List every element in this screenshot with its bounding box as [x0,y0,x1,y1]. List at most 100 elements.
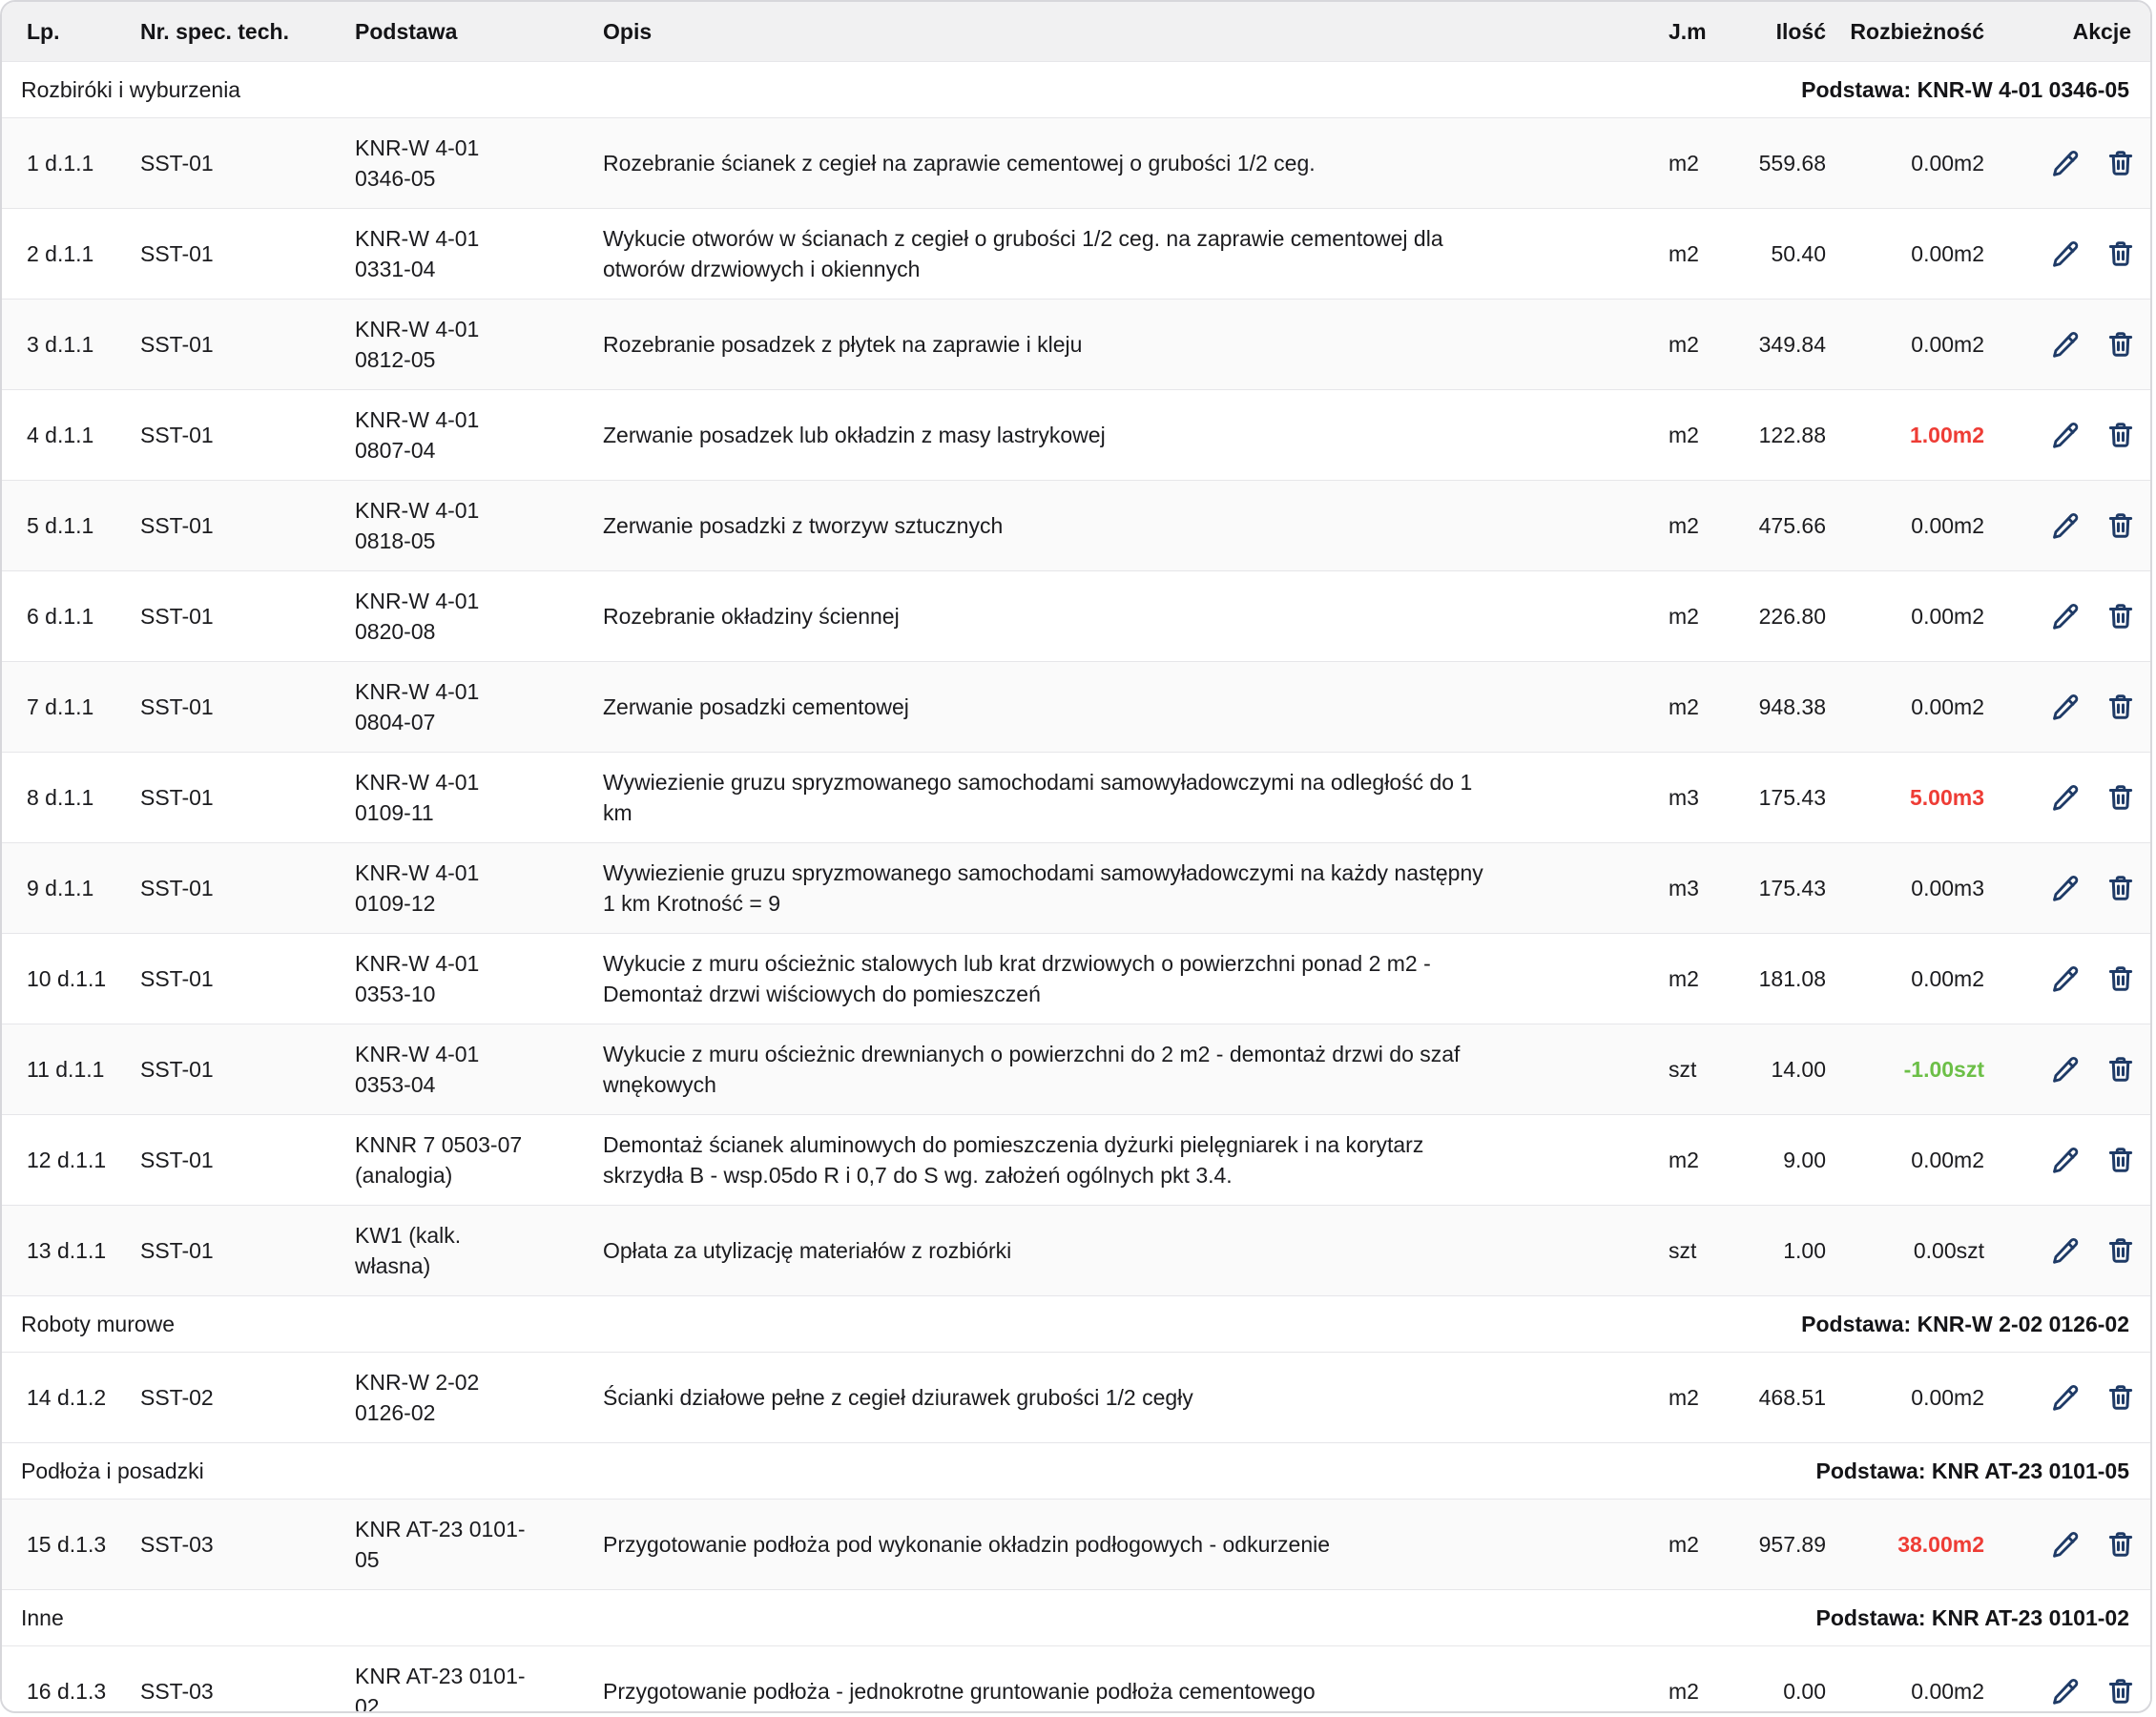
pencil-icon [2053,876,2079,901]
row-unit: szt [1669,1057,1697,1082]
row-lp: 13 d.1.1 [27,1238,107,1263]
row-actions [1998,328,2150,361]
delete-button[interactable] [2104,147,2137,179]
row-podstawa: KNR-W 4-01 0109-12 [331,858,570,919]
row-description: Rozebranie ścianek z cegieł na zaprawie … [570,148,1664,178]
row-description: Opłata za utylizację materiałów z rozbió… [570,1235,1664,1266]
edit-button[interactable] [2049,1528,2082,1561]
row-unit: m2 [1669,241,1699,266]
section-podstawa-label: Podstawa: KNR-W 4-01 0346-05 [1801,77,2129,102]
row-podstawa-text: KNR-W 2-02 0126-02 [355,1370,480,1425]
row-unit: m2 [1669,1385,1699,1410]
edit-button[interactable] [2049,328,2082,361]
row-unit: m2 [1669,513,1699,538]
section-podstawa-label: Podstawa: KNR-W 2-02 0126-02 [1801,1312,2129,1336]
trash-icon [2108,151,2133,176]
discrepancy-value: 0.00m2 [1911,1148,1984,1172]
edit-button[interactable] [2049,691,2082,723]
row-podstawa: KNR-W 4-01 0812-05 [331,314,570,375]
row-podstawa-text: KNR AT-23 0101-02 [355,1664,526,1713]
row-spec-number: SST-01 [140,1057,214,1082]
row-quantity: 175.43 [1758,876,1826,900]
row-actions [1998,600,2150,632]
delete-button[interactable] [2104,328,2137,361]
delete-button[interactable] [2104,872,2137,904]
row-description: Wywiezienie gruzu spryzmowanego samochod… [570,858,1664,919]
row-spec-number: SST-03 [140,1679,214,1704]
table-row: 9 d.1.1 SST-01 KNR-W 4-01 0109-12 Wywiez… [2,842,2150,933]
section-header-row: Inne Podstawa: KNR AT-23 0101-02 [2,1589,2150,1645]
delete-button[interactable] [2104,600,2137,632]
row-unit: m3 [1669,785,1699,810]
delete-button[interactable] [2104,962,2137,995]
delete-button[interactable] [2104,1144,2137,1176]
pencil-icon [2053,151,2079,176]
edit-button[interactable] [2049,238,2082,270]
row-unit: m2 [1669,966,1699,991]
edit-button[interactable] [2049,1675,2082,1707]
edit-button[interactable] [2049,419,2082,451]
delete-button[interactable] [2104,419,2137,451]
row-actions [1998,419,2150,451]
row-quantity: 9.00 [1783,1148,1826,1172]
discrepancy-value: 0.00m2 [1911,966,1984,991]
edit-button[interactable] [2049,509,2082,542]
row-description-text: Zerwanie posadzek lub okładzin z masy la… [603,423,1106,447]
trash-icon [2108,876,2133,900]
delete-button[interactable] [2104,691,2137,723]
pencil-icon [2053,694,2079,720]
table-row: 6 d.1.1 SST-01 KNR-W 4-01 0820-08 Rozebr… [2,570,2150,661]
row-podstawa: KNR AT-23 0101-02 [331,1661,570,1713]
row-description: Wykucie otworów w ścianach z cegieł o gr… [570,223,1664,284]
row-unit: m2 [1669,1148,1699,1172]
delete-button[interactable] [2104,1053,2137,1086]
row-unit: m2 [1669,1679,1699,1704]
edit-button[interactable] [2049,1234,2082,1267]
row-quantity: 559.68 [1758,151,1826,176]
row-podstawa-text: KNR-W 4-01 0346-05 [355,135,480,191]
delete-button[interactable] [2104,238,2137,270]
discrepancy-value: 5.00m3 [1909,785,1984,810]
section-header-row: Rozbiróki i wyburzenia Podstawa: KNR-W 4… [2,61,2150,117]
row-podstawa-text: KW1 (kalk. własna) [355,1223,462,1278]
trash-icon [2108,1057,2133,1082]
row-quantity: 1.00 [1783,1238,1826,1263]
row-description-text: Rozebranie okładziny ściennej [603,604,900,629]
pencil-icon [2053,1385,2079,1411]
row-actions [1998,1528,2150,1561]
row-actions [1998,872,2150,904]
section-header-row: Roboty murowe Podstawa: KNR-W 2-02 0126-… [2,1295,2150,1352]
row-podstawa: KNR-W 4-01 0109-11 [331,767,570,828]
row-quantity: 957.89 [1758,1532,1826,1557]
edit-button[interactable] [2049,1381,2082,1414]
row-spec-number: SST-01 [140,423,214,447]
delete-button[interactable] [2104,1528,2137,1561]
row-actions [1998,238,2150,270]
edit-button[interactable] [2049,147,2082,179]
edit-button[interactable] [2049,600,2082,632]
edit-button[interactable] [2049,962,2082,995]
edit-button[interactable] [2049,1144,2082,1176]
discrepancy-value: 0.00szt [1913,1238,1984,1263]
edit-button[interactable] [2049,872,2082,904]
row-lp: 1 d.1.1 [27,151,94,176]
edit-button[interactable] [2049,781,2082,814]
delete-button[interactable] [2104,781,2137,814]
discrepancy-value: 0.00m2 [1911,1679,1984,1704]
row-lp: 12 d.1.1 [27,1148,107,1172]
section-title: Rozbiróki i wyburzenia [21,77,241,102]
row-podstawa: KNR-W 4-01 0818-05 [331,495,570,556]
row-description: Wywiezienie gruzu spryzmowanego samochod… [570,767,1664,828]
row-lp: 7 d.1.1 [27,694,94,719]
delete-button[interactable] [2104,1234,2137,1267]
column-header-lp: Lp. [27,19,60,44]
delete-button[interactable] [2104,1675,2137,1707]
row-quantity: 349.84 [1758,332,1826,357]
row-description-text: Rozebranie posadzek z płytek na zaprawie… [603,332,1083,357]
row-lp: 2 d.1.1 [27,241,94,266]
row-quantity: 226.80 [1758,604,1826,629]
discrepancy-value: 0.00m2 [1911,694,1984,719]
delete-button[interactable] [2104,509,2137,542]
edit-button[interactable] [2049,1053,2082,1086]
delete-button[interactable] [2104,1381,2137,1414]
